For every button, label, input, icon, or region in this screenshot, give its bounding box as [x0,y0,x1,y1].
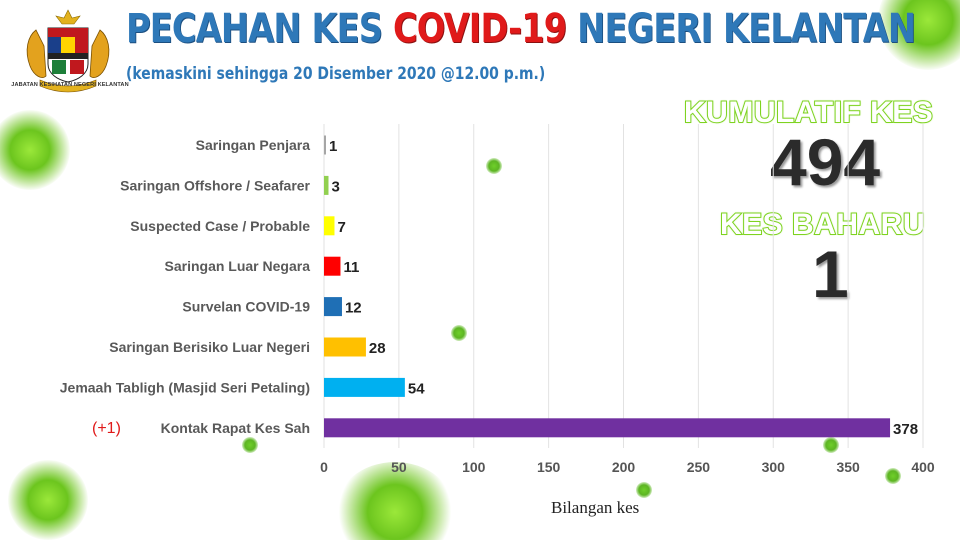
x-tick-label: 350 [836,459,860,475]
bar [324,216,335,236]
x-tick-label: 400 [911,459,935,475]
title-part2: NEGERI KELANTAN [566,6,916,52]
bar [324,377,405,397]
bar [324,337,366,357]
page-subtitle: (kemaskini sehingga 20 Disember 2020 @12… [126,64,546,84]
x-tick-label: 200 [612,459,636,475]
category-label: Jemaah Tabligh (Masjid Seri Petaling) [60,379,310,395]
x-tick-label: 50 [391,459,407,475]
category-label: Kontak Rapat Kes Sah [161,420,310,436]
x-tick-label: 150 [537,459,561,475]
bar [324,418,891,438]
category-label: Saringan Offshore / Seafarer [120,177,310,193]
new-cases-label: KES BAHARU [719,207,926,242]
x-tick-label: 100 [462,459,486,475]
cumulative-cases-value: 494 [770,125,881,199]
x-tick-label: 300 [762,459,786,475]
virus-icon [242,437,258,453]
category-label: Suspected Case / Probable [130,218,310,234]
category-label: Saringan Berisiko Luar Negeri [109,339,310,355]
data-label: 1 [329,138,337,155]
bar [324,297,342,317]
virus-icon [451,325,467,341]
data-label: 12 [345,300,362,317]
x-axis-title: Bilangan kes [551,498,640,517]
bar [324,175,329,195]
category-label: Saringan Luar Negara [165,258,311,274]
virus-icon [885,468,901,484]
virus-icon [823,437,839,453]
bar [324,135,326,155]
new-cases-value: 1 [812,237,849,311]
change-annotation: (+1) [92,420,121,437]
cumulative-cases-label: KUMULATIF KES [683,95,934,130]
data-label: 11 [343,259,359,276]
virus-icon [335,462,455,540]
agency-name: JABATAN KESIHATAN NEGERI KELANTAN [11,82,129,88]
coat-of-arms-logo [26,9,110,93]
data-label: 7 [337,219,345,236]
page-title: PECAHAN KES COVID-19 NEGERI KELANTAN [126,6,916,52]
virus-icon [636,482,652,498]
bar [324,256,341,276]
title-highlight: COVID-19 [392,6,567,52]
data-label: 378 [893,421,918,438]
data-label: 28 [369,340,386,357]
category-label: Survelan COVID-19 [182,299,310,315]
virus-icon [486,158,502,174]
data-label: 3 [331,178,339,195]
x-tick-label: 250 [687,459,711,475]
data-label: 54 [408,380,425,397]
title-part1: PECAHAN KES [126,6,393,52]
x-tick-label: 0 [320,459,328,475]
virus-icon [8,460,88,540]
category-label: Saringan Penjara [196,137,311,153]
virus-icon [0,110,70,190]
